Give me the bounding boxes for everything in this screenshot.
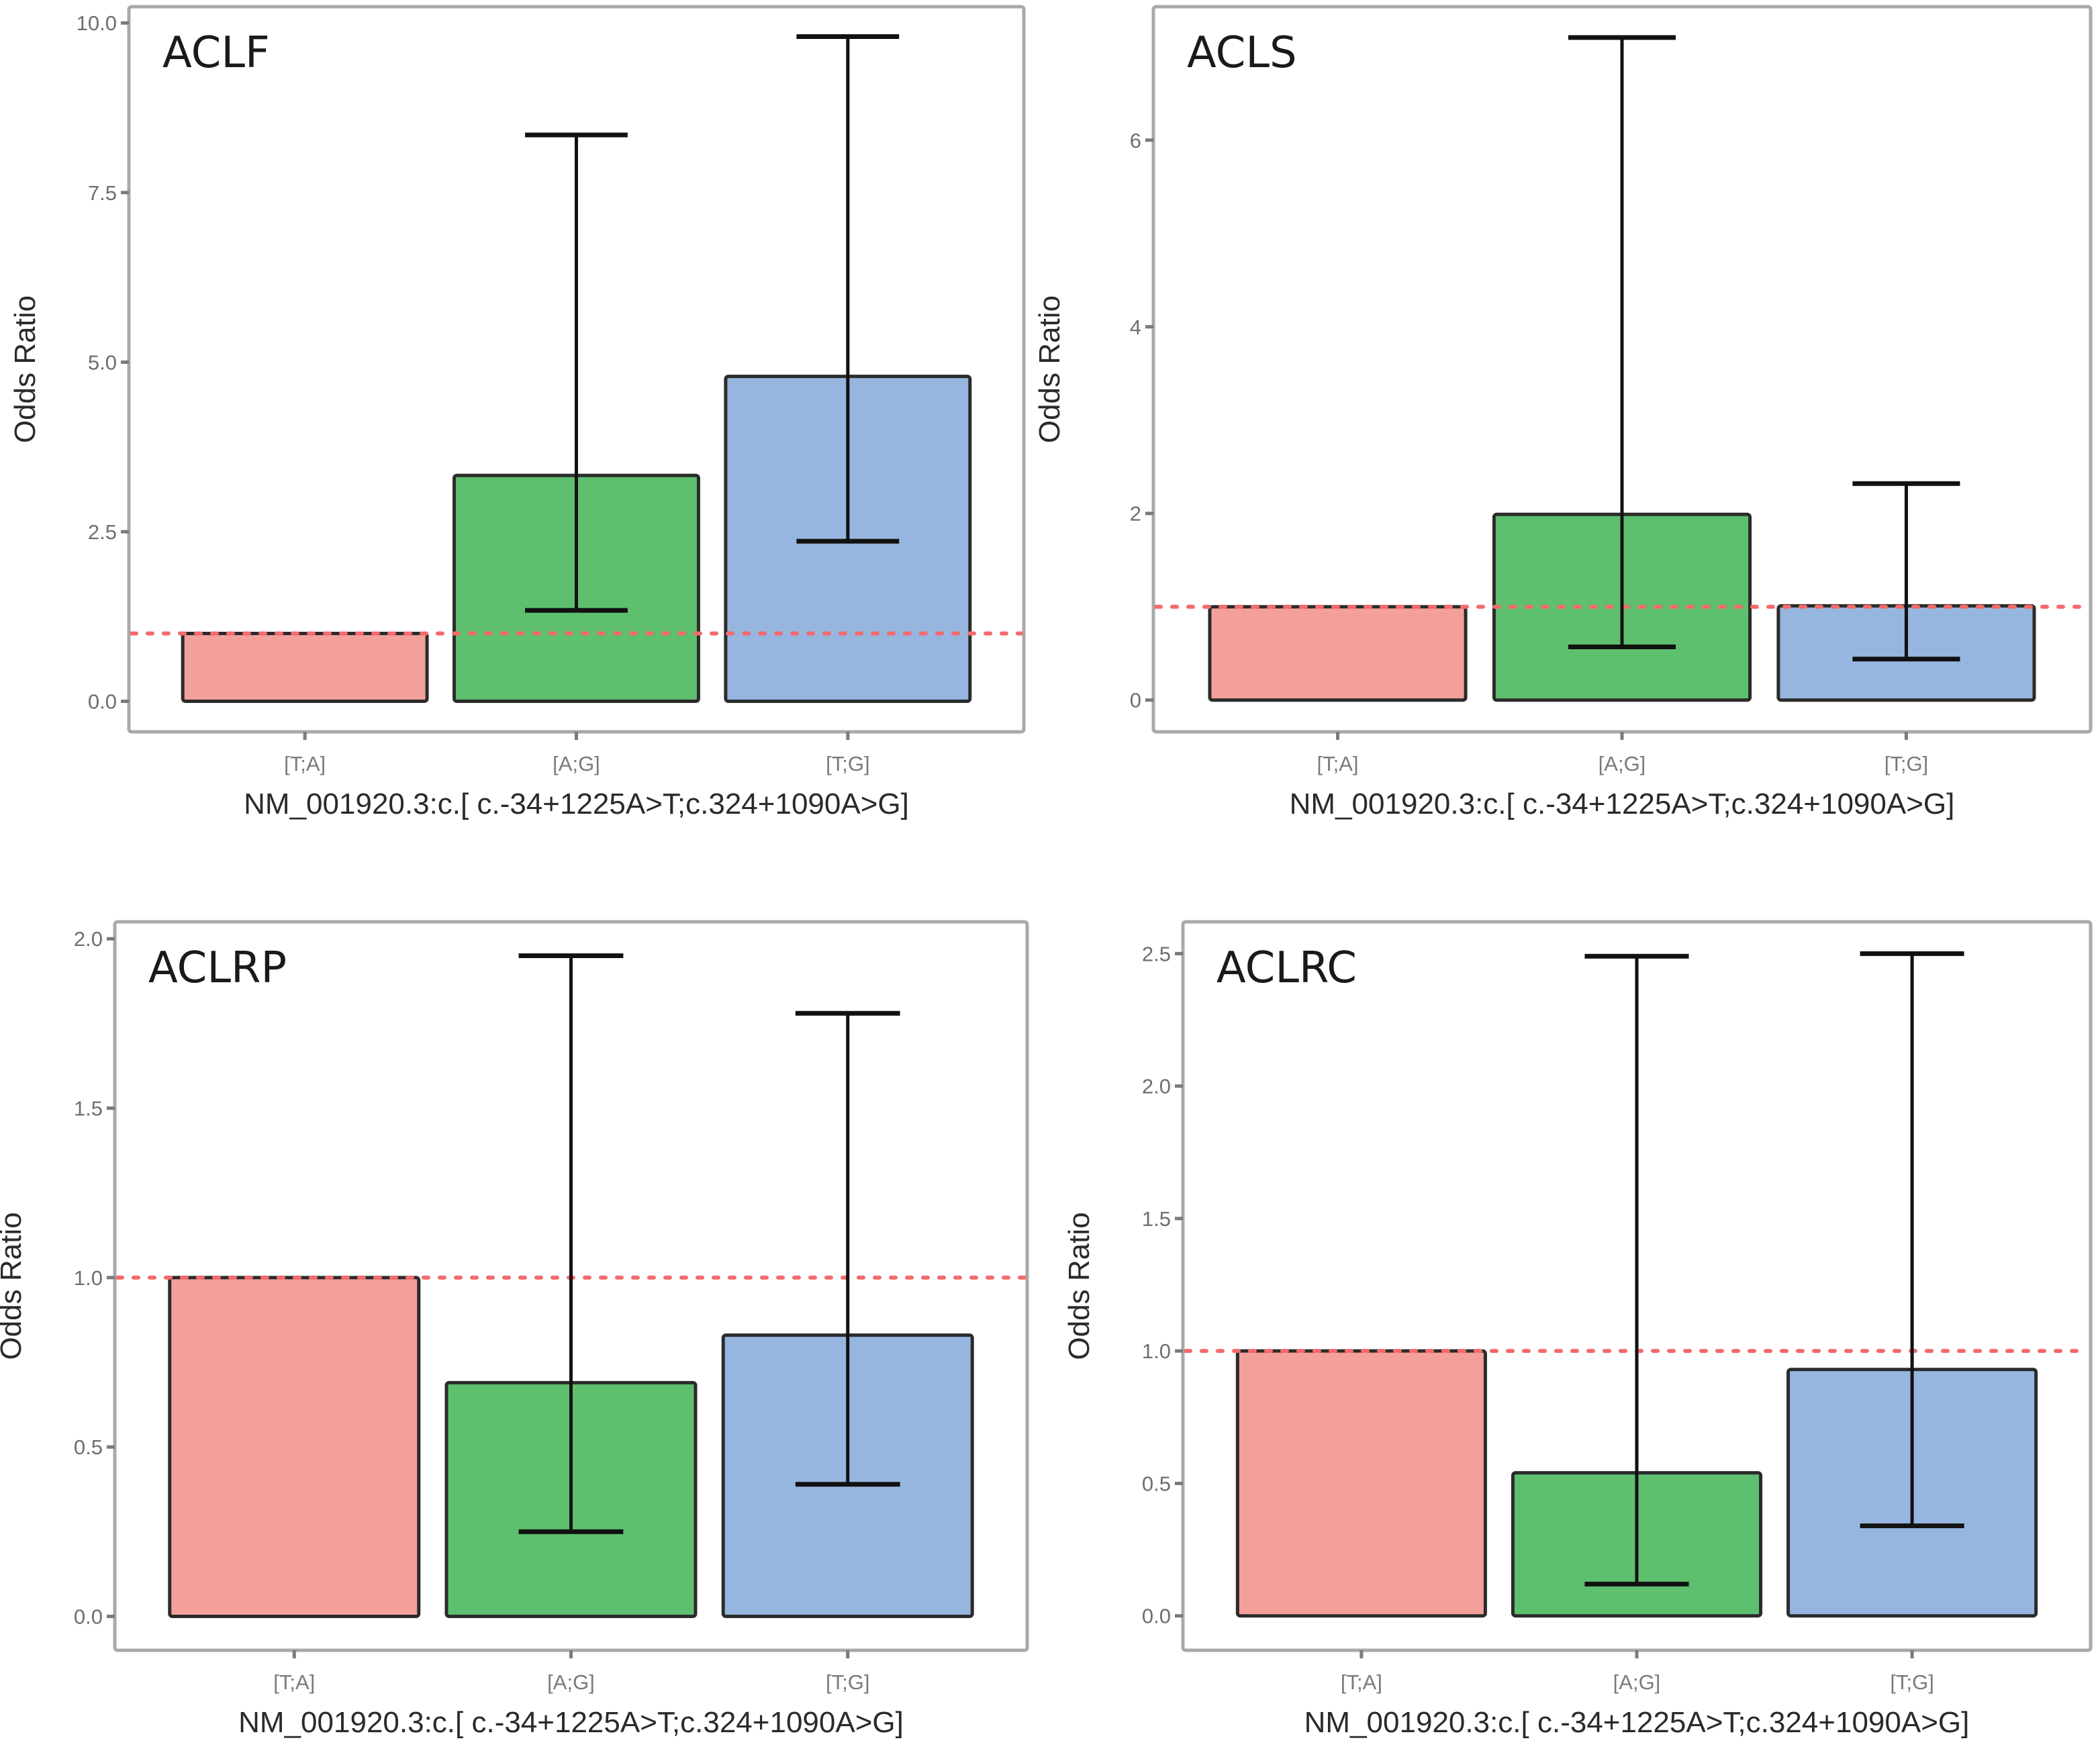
y-tick-label: 2.0 [1142, 1075, 1171, 1098]
x-category-label: [A;G] [547, 1670, 595, 1694]
x-category-label: [T;A] [1341, 1670, 1382, 1694]
panel-title: ACLRP [148, 943, 287, 993]
x-category-label: [T;G] [1884, 752, 1928, 775]
panel-aclf: 0.0 2.5 5.0 7.5 10.0 [T;A] [A;G] [T;G] NM_001920… [9, 5, 1026, 820]
y-tick-label: 0.0 [88, 690, 117, 714]
y-tick-label: 4 [1130, 316, 1141, 339]
panel-title: ACLF [162, 28, 270, 78]
y-tick-label: 2.5 [88, 520, 117, 544]
bar-ta [1235, 1349, 1487, 1618]
x-category-label: [A;G] [1613, 1670, 1661, 1694]
y-tick-label: 0.5 [74, 1435, 103, 1459]
y-tick-label: 0.0 [74, 1605, 103, 1629]
panel-title: ACLS [1187, 28, 1297, 78]
y-axis-title: Odds Ratio [1063, 1212, 1096, 1360]
y-tick-label: 0.0 [1142, 1605, 1171, 1628]
x-category-label: [T;G] [826, 752, 869, 775]
y-tick-label: 1.5 [1142, 1207, 1171, 1231]
bar-ta [181, 632, 429, 704]
bar-ta [1208, 605, 1468, 702]
x-category-label: [T;A] [284, 752, 326, 775]
y-tick-label: 1.0 [74, 1266, 103, 1290]
x-category-label: [T;G] [826, 1670, 869, 1694]
y-tick-label: 6 [1130, 129, 1141, 152]
panel-title: ACLRC [1216, 943, 1357, 993]
y-tick-label: 5.0 [88, 350, 117, 374]
x-category-label: [T;A] [273, 1670, 315, 1694]
y-tick-label: 2.0 [74, 927, 103, 951]
bar-ta [168, 1276, 421, 1619]
y-tick-label: 0.5 [1142, 1472, 1171, 1495]
y-axis-title: Odds Ratio [1033, 295, 1066, 443]
x-category-label: [T;A] [1317, 752, 1359, 775]
x-category-label: [T;G] [1890, 1670, 1934, 1694]
panel-aclrp: 0.0 0.5 1.0 1.5 2.0 [T;A] [A;G] [T;G] NM_001920.… [0, 920, 1029, 1739]
x-axis-title: NM_001920.3:c.[ c.-34+1225A>T;c.324+1090… [238, 1706, 904, 1739]
y-tick-label: 7.5 [88, 181, 117, 205]
x-axis-title: NM_001920.3:c.[ c.-34+1225A>T;c.324+1090… [1290, 788, 1955, 820]
y-axis-title: Odds Ratio [9, 295, 42, 443]
x-axis-title: NM_001920.3:c.[ c.-34+1225A>T;c.324+1090… [1304, 1706, 1970, 1739]
y-tick-label: 0 [1130, 689, 1141, 712]
y-tick-label: 10.0 [77, 11, 117, 35]
y-tick-label: 1.5 [74, 1097, 103, 1121]
x-axis-title: NM_001920.3:c.[ c.-34+1225A>T;c.324+1090… [244, 788, 909, 820]
panel-aclrc: 0.0 0.5 1.0 1.5 2.0 2.5 [T;A] [A;G] [T;G] NM_0019… [1063, 920, 2093, 1739]
x-category-label: [A;G] [553, 752, 600, 775]
panel-acls: 0 2 4 6 [T;A] [A;G] [T;G] NM_001920.3:c.[ c.-34… [1033, 5, 2093, 820]
x-category-label: [A;G] [1598, 752, 1646, 775]
y-tick-label: 1.0 [1142, 1339, 1171, 1363]
y-axis-title: Odds Ratio [0, 1212, 28, 1360]
y-tick-label: 2.5 [1142, 942, 1171, 965]
y-tick-label: 2 [1130, 502, 1141, 526]
